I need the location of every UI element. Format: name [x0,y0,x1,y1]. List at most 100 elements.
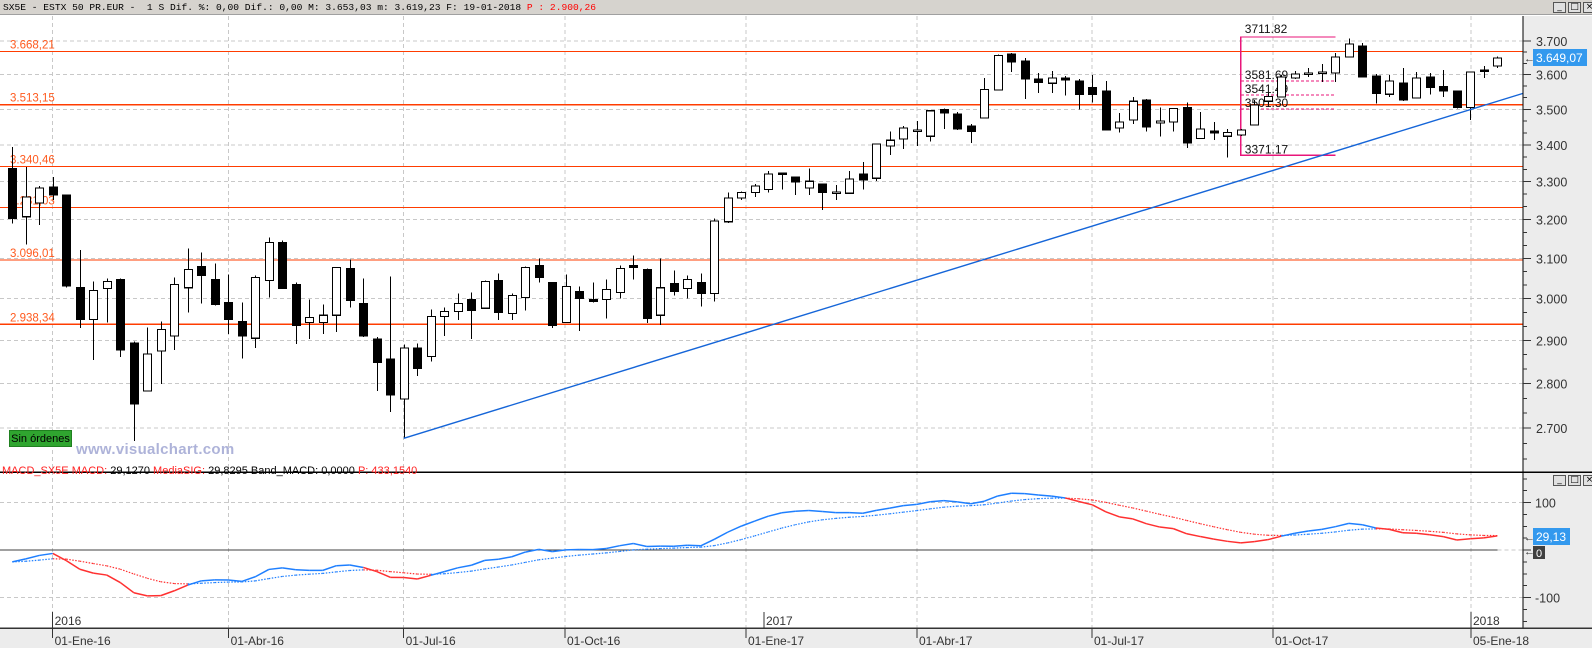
date-axis-label: 01-Jul-16 [406,634,456,648]
candle-body-up [34,187,45,204]
macd-signal-segment [1065,497,1079,500]
candle-body-down [1452,90,1463,109]
macd-line-segment [160,590,175,597]
date-axis-label: 01-Ene-16 [55,634,111,648]
macd-signal-segment [12,560,26,563]
date-axis-label: 05-Ene-18 [1473,634,1529,648]
price-axis-label: 2.900 [1536,334,1567,348]
macd-line-segment [1091,504,1107,513]
candle-body-up [1290,73,1301,79]
trendline[interactable] [403,92,1524,439]
macd-signal-segment [444,571,458,575]
macd-line-segment [943,499,958,503]
macd-signal-segment [1470,534,1484,537]
candle [1371,73,1382,104]
macd-line-segment [727,525,742,533]
candle-body-up [1114,121,1125,129]
macd-line-segment [1186,533,1201,538]
fibonacci-box[interactable] [1240,36,1336,157]
candle [615,265,626,299]
candle [588,282,599,303]
maximize-button[interactable]: □ [1568,2,1581,13]
price-axis[interactable]: 3.700 3.600 3.500 3.400 3.300 3.200 3.100 3.000… [1523,35,1567,460]
last-price-marker: ← 3.649,07 [1524,49,1587,67]
candle [520,266,531,311]
macd-line-segment [1024,492,1039,496]
candle [1411,71,1422,99]
macd-line-segment [1335,522,1349,528]
candle [412,343,423,377]
candle [507,293,518,321]
macd-signal-segment [106,565,121,570]
close-button[interactable]: × [1583,475,1592,486]
candle-body-down [574,290,585,299]
year-label: 2016 [55,614,82,628]
date-axis-label: 01-Abr-17 [919,634,973,648]
candle-body-down [588,299,599,303]
macd-line-segment [1294,530,1309,534]
band-label: Band_MACD: [250,465,319,477]
candle-body-up [1492,57,1503,67]
macd-line-segment [916,501,931,506]
candle-body-down [1425,76,1436,88]
trendline-group[interactable] [403,92,1524,439]
macd-line-segment [1456,538,1471,541]
orders-status-badge[interactable]: Sin órdenes [9,430,72,447]
macd-signal-segment [822,517,836,521]
close-button[interactable]: × [1583,2,1592,13]
macd-signal-segment [282,574,296,578]
candle-body-up [993,54,1004,91]
macd-line-segment [619,542,634,547]
candle-body-up [1155,120,1166,124]
candle-body-down [952,113,963,130]
candle-body-down [372,338,383,363]
date-axis[interactable]: 01-Ene-16 01-Abr-16 01-Jul-16 01-Oct-16 01-E… [52,612,1530,648]
candle-body-down [7,168,18,220]
candle-body-down [534,265,545,279]
macd-signal-segment [984,502,998,506]
macd-line-segment [1267,535,1282,541]
arrow-left-icon: ← [1524,53,1535,65]
macd-signal-segment [1308,532,1322,535]
macd-pane-window-controls: _ □ × [1553,475,1592,486]
macd-axis[interactable]: 100 -100 [1523,478,1560,622]
candle-body-down [291,283,302,326]
maximize-button[interactable]: □ [1568,475,1581,486]
candle-body-down [210,279,221,306]
candle [439,307,450,337]
candle-body-down [61,194,72,287]
candle-body-down [75,287,86,320]
candle-body-up [601,288,612,301]
candle-body-down [345,267,356,301]
macd-line-segment [1281,532,1295,537]
macd-signal-segment [646,547,661,550]
macd-signal-segment [592,552,607,555]
macd-signal-segment [552,555,566,559]
candle [1209,122,1220,141]
candle [885,131,896,156]
minimize-button[interactable]: _ [1553,475,1566,486]
candle-body-up [1384,80,1395,95]
candle-body-up [426,315,437,358]
macd-line-segment [484,558,499,562]
candle [750,184,761,197]
macd-line-segment [997,492,1012,497]
macd-signal-segment [768,527,782,533]
candle [1398,67,1409,102]
macd-signal-segment [268,575,283,580]
macd-signal-segment [754,531,769,537]
candle [453,293,464,321]
macd-header: MACD_SX5E MACD: 29,1270 MediaSIG: 29,829… [2,465,417,477]
macd-line-segment [187,580,202,586]
macd-signal-segment [700,545,715,548]
candle-body-down [669,283,680,292]
macd-line-segment [1308,528,1322,532]
minimize-button[interactable]: _ [1553,2,1566,13]
macd-signal-segment [1186,519,1201,525]
arrow-left-icon: ← [1524,546,1535,558]
horizontal-levels[interactable]: 3.668,213.513,153.340,463.231,033.096,01… [0,40,1523,325]
candle-body-down [1182,106,1193,144]
candle-body-up [844,178,855,194]
macd-signal-segment [1213,526,1228,531]
macd-label: MACD: [71,465,108,477]
